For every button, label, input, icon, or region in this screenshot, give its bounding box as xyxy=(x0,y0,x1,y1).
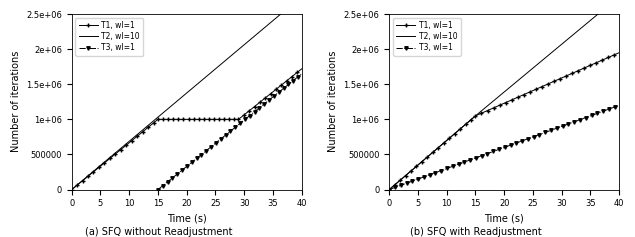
Text: (b) SFQ with Readjustment: (b) SFQ with Readjustment xyxy=(410,227,542,237)
T2, wl=10 xyxy=(110,152,118,155)
T2, wl=10 xyxy=(595,12,603,15)
T3, wl=1 xyxy=(193,157,201,160)
Y-axis label: Number of iterations: Number of iterations xyxy=(11,51,20,152)
X-axis label: Time (s): Time (s) xyxy=(485,214,524,224)
T3, wl=1 xyxy=(385,188,393,191)
T1, wl=1 xyxy=(273,87,281,90)
T2, wl=10 xyxy=(82,177,90,179)
T2, wl=10 xyxy=(385,188,393,191)
T3, wl=1 xyxy=(604,108,612,111)
T2, wl=10 xyxy=(443,139,451,141)
T2, wl=10 xyxy=(425,154,433,156)
X-axis label: Time (s): Time (s) xyxy=(167,214,206,224)
T2, wl=10 xyxy=(399,177,406,180)
T2, wl=10 xyxy=(394,181,402,183)
T2, wl=10 xyxy=(129,137,137,140)
T2, wl=10 xyxy=(278,12,286,14)
T1, wl=1 xyxy=(595,60,603,63)
Y-axis label: Number of iterations: Number of iterations xyxy=(328,51,338,152)
T1, wl=1 xyxy=(425,154,433,156)
T1, wl=1 xyxy=(269,91,277,93)
T3, wl=1 xyxy=(253,108,261,111)
T1, wl=1 xyxy=(394,181,402,183)
T3, wl=1 xyxy=(399,183,407,186)
Legend: T1, wl=1, T2, wl=10, T3, wl=1: T1, wl=1, T2, wl=10, T3, wl=1 xyxy=(393,18,460,55)
T3, wl=1 xyxy=(293,76,301,79)
T3, wl=1 xyxy=(428,173,436,175)
T3, wl=1 xyxy=(596,111,603,114)
T3, wl=1 xyxy=(446,166,454,169)
T2, wl=10 xyxy=(603,5,611,8)
Line: T3, wl=1: T3, wl=1 xyxy=(156,72,304,191)
Legend: T1, wl=1, T2, wl=10, T3, wl=1: T1, wl=1, T2, wl=10, T3, wl=1 xyxy=(76,18,143,55)
T1, wl=1 xyxy=(133,135,141,138)
T3, wl=1 xyxy=(154,188,162,191)
T1, wl=1 xyxy=(615,51,623,54)
T3, wl=1 xyxy=(394,185,402,188)
T1, wl=1 xyxy=(192,118,199,121)
Text: (a) SFQ without Readjustment: (a) SFQ without Readjustment xyxy=(85,227,232,237)
T3, wl=1 xyxy=(268,97,276,100)
T3, wl=1 xyxy=(615,104,623,107)
T3, wl=1 xyxy=(184,164,192,167)
T1, wl=1 xyxy=(443,139,451,141)
T1, wl=1 xyxy=(603,56,611,59)
T2, wl=10 xyxy=(286,5,294,8)
T3, wl=1 xyxy=(234,124,241,127)
Line: T2, wl=10: T2, wl=10 xyxy=(389,0,619,190)
T1, wl=1 xyxy=(298,67,305,70)
T1, wl=1 xyxy=(138,131,145,134)
T2, wl=10 xyxy=(68,188,76,191)
T1, wl=1 xyxy=(385,188,393,191)
T1, wl=1 xyxy=(68,188,76,191)
Line: T1, wl=1: T1, wl=1 xyxy=(69,66,304,192)
T1, wl=1 xyxy=(399,177,406,180)
Line: T1, wl=1: T1, wl=1 xyxy=(387,50,622,192)
T1, wl=1 xyxy=(262,96,269,99)
Line: T3, wl=1: T3, wl=1 xyxy=(387,104,621,191)
T2, wl=10 xyxy=(77,180,84,183)
T3, wl=1 xyxy=(298,72,305,75)
Line: T2, wl=10: T2, wl=10 xyxy=(72,0,302,190)
